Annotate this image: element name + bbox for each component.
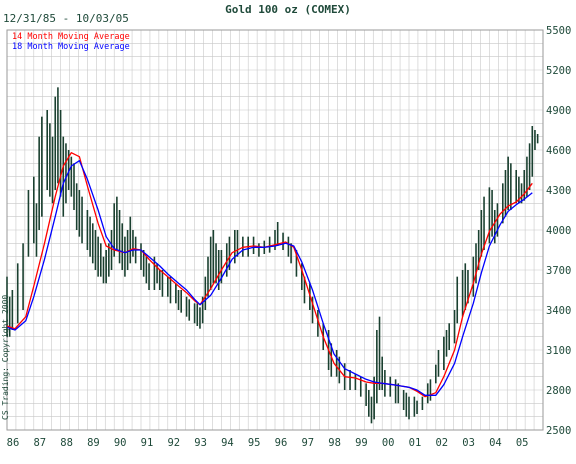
y-tick-label: 5200 [546,65,571,77]
price-bars [6,87,539,424]
x-tick-label: 95 [248,437,261,449]
y-tick-label: 4900 [546,105,571,117]
x-tick-label: 90 [114,437,127,449]
y-tick-label: 3700 [546,265,571,277]
copyright-watermark: CS Trading: Copyright 2000 [1,295,10,420]
x-tick-label: 94 [221,437,234,449]
y-tick-label: 3400 [546,305,571,317]
x-tick-label: 86 [7,437,20,449]
y-tick-label: 2800 [546,385,571,397]
x-tick-label: 03 [462,437,475,449]
x-tick-label: 98 [328,437,341,449]
x-tick-label: 02 [435,437,448,449]
y-tick-label: 3100 [546,345,571,357]
x-tick-label: 00 [382,437,395,449]
x-tick-label: 92 [167,437,180,449]
x-tick-label: 99 [355,437,368,449]
x-tick-label: 01 [409,437,422,449]
plot-frame [6,29,544,431]
x-tick-label: 91 [141,437,154,449]
x-axis-labels: 86 87 88 89 90 91 92 93 94 95 96 97 98 99 00 01 02 03 04 05 [7,437,529,449]
x-tick-label: 97 [301,437,314,449]
legend-14-month: 14 Month Moving Average [12,32,130,42]
legend-18-month: 18 Month Moving Average [12,42,130,52]
y-axis-labels: 2500 2800 3100 3400 3700 4000 4300 4600 4900 5200… [546,25,571,437]
series-line-18-month [6,160,533,396]
y-tick-label: 4300 [546,185,571,197]
y-tick-label: 4000 [546,225,571,237]
x-tick-label: 04 [489,437,502,449]
y-tick-label: 2500 [546,425,571,437]
y-tick-label: 5500 [546,25,571,37]
x-tick-label: 87 [33,437,46,449]
x-tick-label: 93 [194,437,207,449]
y-tick-label: 4600 [546,145,571,157]
x-tick-label: 96 [275,437,288,449]
x-tick-label: 88 [60,437,73,449]
moving-average-lines [6,152,533,398]
x-tick-label: 05 [516,437,529,449]
date-range: 12/31/85 - 10/03/05 [3,12,129,25]
x-tick-label: 89 [87,437,100,449]
chart-title: Gold 100 oz (COMEX) [225,3,351,16]
